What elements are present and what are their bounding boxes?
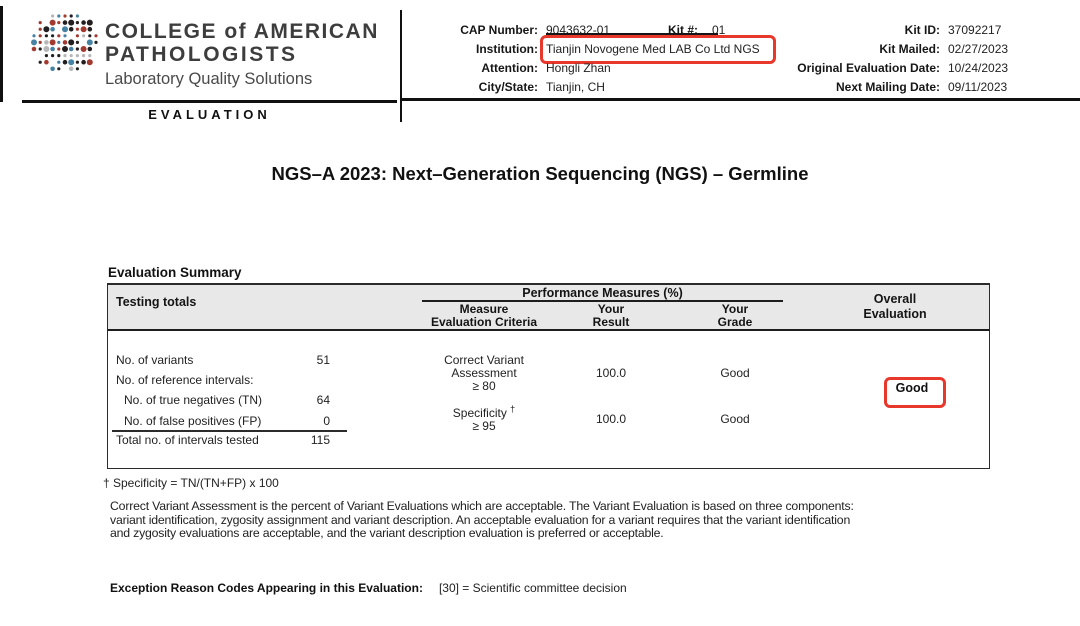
measure-result: 100.0 <box>595 412 627 426</box>
brand-tagline: Laboratory Quality Solutions <box>105 70 313 88</box>
exception-label: Exception Reason Codes Appearing in this… <box>110 581 423 595</box>
dagger-mark: † <box>510 404 516 414</box>
original-evaluation-date-value: 10/24/2023 <box>948 61 1009 75</box>
measure-name: Specificity † <box>394 404 574 421</box>
measure-grade: Good <box>720 366 750 380</box>
header-bottom-rule <box>400 98 1080 101</box>
measure-grade: Good <box>720 412 750 426</box>
header-vertical-divider <box>400 10 402 122</box>
totals-row-value: 115 <box>310 433 330 447</box>
logo-divider-rule <box>22 100 397 103</box>
totals-row-value: 51 <box>316 353 330 367</box>
original-evaluation-date-label: Original Evaluation Date: <box>797 61 940 75</box>
cap-logo-dots-icon <box>28 12 102 81</box>
totals-row-label: Total no. of intervals tested <box>116 433 259 447</box>
kit-id-value: 37092217 <box>948 23 1002 37</box>
col-header-overall-1: Overall <box>873 292 917 306</box>
city-state-label: City/State: <box>478 80 538 94</box>
col-header-your-result-2: Result <box>592 315 630 329</box>
scan-artifact-strike-line <box>546 33 718 35</box>
description-line: Correct Variant Assessment is the percen… <box>110 499 854 513</box>
col-header-performance-measures: Performance Measures (%) <box>522 286 683 300</box>
next-mailing-date-label: Next Mailing Date: <box>835 80 940 94</box>
totals-row-value: 0 <box>323 414 330 428</box>
col-header-evaluation-criteria: Evaluation Criteria <box>430 315 538 329</box>
attention-label: Attention: <box>481 61 538 75</box>
col-header-your-grade-1: Your <box>721 302 749 316</box>
specificity-footnote: † Specificity = TN/(TN+FP) x 100 <box>103 476 279 490</box>
city-state-value: Tianjin, CH <box>546 80 605 94</box>
institution-label: Institution: <box>476 42 538 56</box>
totals-row-value: 64 <box>316 393 330 407</box>
overall-evaluation-value: Good <box>895 381 929 395</box>
overall-highlight-box <box>884 377 946 408</box>
totals-row-label: No. of false positives (FP) <box>124 414 262 428</box>
kit-id-label: Kit ID: <box>904 23 940 37</box>
page-edge-artifact <box>0 6 3 102</box>
kit-mailed-value: 02/27/2023 <box>948 42 1009 56</box>
col-header-overall-2: Evaluation <box>863 307 927 321</box>
description-line: variant identification, zygosity assignm… <box>110 512 851 527</box>
totals-row-label: No. of true negatives (TN) <box>124 393 263 407</box>
col-header-your-grade-2: Grade <box>717 315 753 329</box>
brand-name-line2: PATHOLOGISTS <box>105 43 298 66</box>
totals-sum-rule <box>112 430 347 432</box>
measure-name-text: Specificity <box>452 406 507 420</box>
attention-value: Hongli Zhan <box>546 61 611 75</box>
col-header-your-result-1: Your <box>597 302 625 316</box>
summary-heading: Evaluation Summary <box>108 265 242 280</box>
page-title: NGS–A 2023: Next–Generation Sequencing (… <box>271 163 809 184</box>
measure-name: Assessment <box>451 366 517 380</box>
measure-threshold: ≥ 80 <box>472 379 496 393</box>
next-mailing-date-value: 09/11/2023 <box>948 80 1008 94</box>
exception-reason-codes: Exception Reason Codes Appearing in this… <box>110 581 627 595</box>
institution-value: Tianjin Novogene Med LAB Co Ltd NGS <box>546 42 760 56</box>
totals-row-label: No. of variants <box>116 353 194 367</box>
brand-name-line1: COLLEGE of AMERICAN <box>105 20 379 43</box>
performance-measures-underline <box>422 300 783 302</box>
cap-number-label: CAP Number: <box>460 23 538 37</box>
measure-name: Correct Variant <box>444 353 524 367</box>
institution-highlight-box <box>540 35 776 64</box>
measure-threshold: ≥ 95 <box>472 419 496 433</box>
col-header-testing-totals: Testing totals <box>116 295 197 309</box>
description-line: and zygosity evaluations are acceptable,… <box>110 526 664 540</box>
summary-table-header-band <box>107 283 990 331</box>
totals-row-label: No. of reference intervals: <box>116 373 254 387</box>
col-header-measure: Measure <box>459 302 509 316</box>
exception-value: [30] = Scientific committee decision <box>438 581 627 595</box>
kit-mailed-label: Kit Mailed: <box>879 42 940 56</box>
measure-result: 100.0 <box>595 366 627 380</box>
section-label: EVALUATION <box>148 107 271 122</box>
